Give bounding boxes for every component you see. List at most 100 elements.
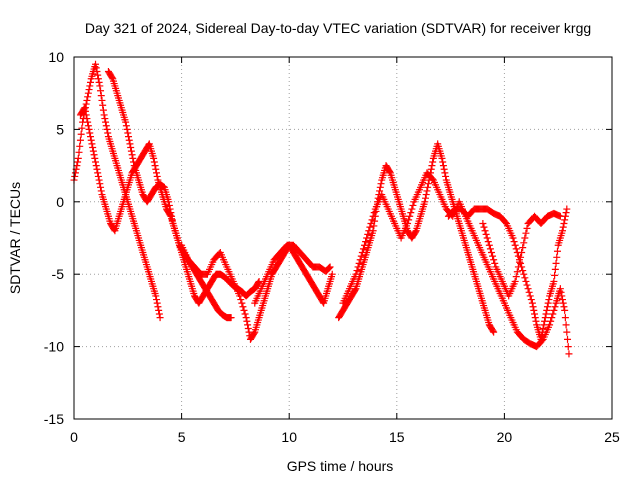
data-point	[512, 245, 520, 253]
data-point	[84, 122, 92, 130]
data-point	[513, 268, 521, 276]
data-point	[563, 205, 571, 213]
data-point	[518, 248, 526, 256]
data-point	[98, 96, 106, 104]
data-point	[490, 256, 498, 264]
data-point	[151, 162, 159, 170]
data-point	[483, 234, 491, 242]
data-point	[356, 256, 364, 264]
data-point	[74, 158, 82, 166]
data-point	[86, 133, 94, 141]
data-points	[70, 60, 573, 358]
data-point	[74, 154, 82, 162]
data-point	[108, 74, 116, 82]
data-point	[564, 335, 572, 343]
data-point	[243, 317, 251, 325]
data-point	[561, 306, 569, 314]
data-point	[489, 327, 497, 335]
data-point	[95, 78, 103, 86]
data-point	[154, 303, 162, 311]
data-point	[76, 136, 84, 144]
data-point	[362, 238, 370, 246]
data-point	[549, 310, 557, 318]
data-point	[103, 125, 111, 133]
data-point	[87, 136, 95, 144]
data-point	[84, 118, 92, 126]
data-point	[532, 317, 540, 325]
data-point	[526, 292, 534, 300]
data-point	[368, 216, 376, 224]
data-point	[519, 267, 527, 275]
data-point	[404, 220, 412, 228]
data-point	[423, 187, 431, 195]
data-point	[361, 241, 369, 249]
data-point	[521, 274, 529, 282]
data-point	[482, 230, 490, 238]
data-point	[409, 201, 417, 209]
data-point	[490, 328, 498, 336]
x-tick-label: 15	[389, 429, 405, 445]
data-point	[152, 296, 160, 304]
chart-title: Day 321 of 2024, Sidereal Day-to-day VTE…	[85, 20, 591, 36]
data-point	[124, 129, 132, 137]
data-point	[94, 75, 102, 83]
data-point	[511, 277, 519, 285]
data-point	[427, 165, 435, 173]
data-point	[167, 209, 175, 217]
data-point	[129, 154, 137, 162]
data-point	[561, 314, 569, 322]
data-point	[84, 89, 92, 97]
data-point	[88, 140, 96, 148]
data-point	[96, 180, 104, 188]
data-point	[438, 154, 446, 162]
data-point	[541, 317, 549, 325]
y-tick-label: -5	[52, 266, 65, 282]
data-point	[89, 144, 97, 151]
data-point	[479, 220, 487, 228]
data-point	[97, 92, 105, 100]
data-point	[127, 147, 135, 155]
data-point	[238, 299, 246, 307]
data-point	[411, 228, 419, 236]
data-point	[93, 67, 101, 75]
data-point	[540, 321, 548, 329]
data-point	[543, 306, 551, 314]
data-point	[354, 263, 362, 271]
data-point	[325, 264, 333, 272]
plot-frame	[73, 56, 613, 420]
data-point	[102, 122, 110, 130]
y-tick-label: 10	[48, 49, 64, 65]
data-point	[363, 234, 371, 242]
data-point	[93, 165, 101, 173]
data-point	[370, 209, 378, 217]
data-point	[125, 136, 133, 144]
data-point	[319, 298, 327, 306]
data-point	[153, 172, 161, 180]
data-point	[552, 259, 560, 267]
data-point	[562, 209, 570, 217]
data-point	[82, 100, 90, 108]
x-tick-label: 5	[178, 429, 186, 445]
data-point	[551, 303, 559, 311]
data-point	[539, 325, 547, 332]
data-point	[377, 180, 385, 188]
data-point	[364, 230, 372, 238]
data-point	[150, 158, 158, 166]
data-point	[94, 172, 102, 180]
data-point	[81, 107, 89, 115]
series-track-a	[70, 60, 164, 322]
data-point	[428, 162, 436, 170]
data-point	[525, 288, 533, 296]
data-point	[559, 296, 567, 304]
data-point	[165, 201, 173, 209]
data-point	[514, 263, 522, 271]
data-point	[481, 227, 489, 235]
data-point	[353, 267, 361, 275]
data-point	[325, 264, 333, 272]
data-point	[101, 115, 109, 123]
data-point	[422, 191, 430, 199]
data-point	[564, 343, 572, 351]
data-point	[130, 158, 138, 166]
data-point	[442, 172, 450, 180]
data-point	[522, 229, 530, 237]
